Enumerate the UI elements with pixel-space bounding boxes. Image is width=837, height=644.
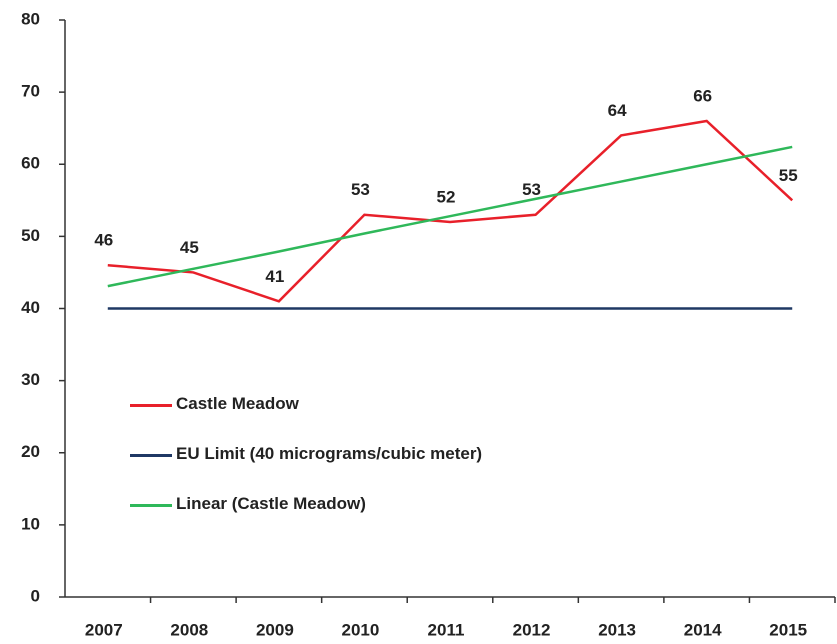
x-tick-label: 2009 bbox=[256, 620, 294, 639]
x-tick-label: 2010 bbox=[342, 620, 380, 639]
legend-label: EU Limit (40 micrograms/cubic meter) bbox=[176, 444, 483, 463]
data-label: 53 bbox=[351, 180, 370, 199]
legend-swatch bbox=[130, 504, 172, 507]
y-tick-label: 30 bbox=[21, 370, 40, 389]
data-label: 41 bbox=[265, 267, 284, 286]
x-tick-label: 2008 bbox=[170, 620, 208, 639]
legend-entry: EU Limit (40 micrograms/cubic meter) bbox=[130, 442, 516, 466]
x-tick-label: 2013 bbox=[598, 620, 636, 639]
series-line bbox=[107, 145, 793, 288]
legend-label: Castle Meadow bbox=[176, 394, 299, 413]
legend: Castle Meadow EU Limit (40 micrograms/cub… bbox=[130, 392, 530, 542]
data-label: 45 bbox=[180, 238, 199, 257]
y-tick-label: 20 bbox=[21, 442, 40, 461]
y-tick-label: 80 bbox=[21, 9, 40, 28]
data-label: 64 bbox=[608, 101, 627, 120]
x-tick-label: 2012 bbox=[513, 620, 551, 639]
legend-label: Linear (Castle Meadow) bbox=[176, 494, 366, 513]
y-tick-label: 0 bbox=[31, 586, 40, 605]
y-tick-label: 40 bbox=[21, 298, 40, 317]
data-label: 55 bbox=[779, 166, 798, 185]
series-line bbox=[107, 119, 794, 303]
data-label: 46 bbox=[94, 231, 113, 250]
data-label: 53 bbox=[522, 180, 541, 199]
data-label: 52 bbox=[437, 187, 456, 206]
y-tick-label: 70 bbox=[21, 82, 40, 101]
x-tick-label: 2007 bbox=[85, 620, 123, 639]
legend-swatch bbox=[130, 454, 172, 457]
legend-swatch bbox=[130, 404, 172, 407]
legend-entry: Linear (Castle Meadow) bbox=[130, 492, 516, 516]
y-tick-label: 10 bbox=[21, 514, 40, 533]
legend-entry: Castle Meadow bbox=[130, 392, 516, 416]
y-tick-label: 50 bbox=[21, 226, 40, 245]
x-tick-label: 2014 bbox=[684, 620, 722, 639]
x-tick-label: 2011 bbox=[428, 620, 465, 639]
x-tick-label: 2015 bbox=[769, 620, 807, 639]
data-label: 66 bbox=[693, 86, 712, 105]
y-tick-label: 60 bbox=[21, 154, 40, 173]
